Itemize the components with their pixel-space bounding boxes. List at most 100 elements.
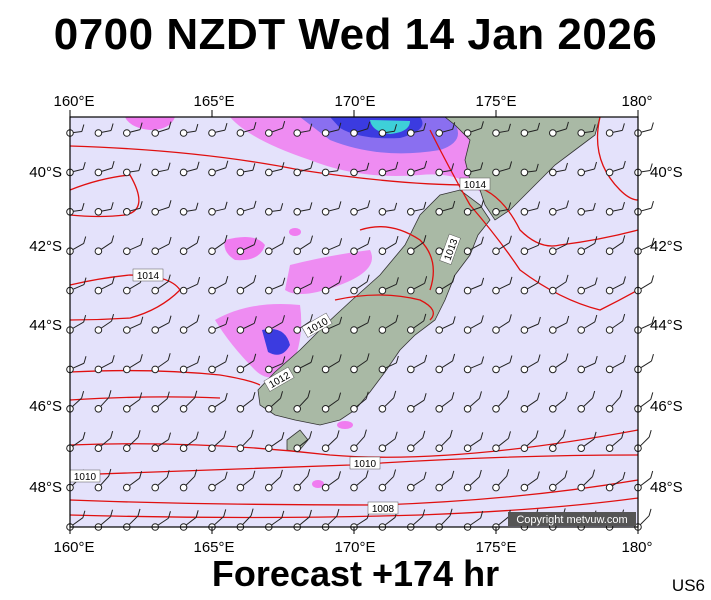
wind-barb-feather xyxy=(594,355,598,364)
wind-station-marker xyxy=(577,483,586,492)
wind-barb-feather xyxy=(452,275,456,283)
isobar-label: 1010 xyxy=(69,469,101,483)
wind-station-marker xyxy=(463,168,472,177)
wind-station-marker xyxy=(435,247,444,255)
wind-station-marker xyxy=(378,483,387,492)
wind-barb-feather xyxy=(282,121,286,129)
wind-station-marker xyxy=(265,405,273,413)
wind-barb-feather xyxy=(253,275,257,283)
wind-station-marker xyxy=(94,483,103,492)
wind-barb-feather xyxy=(594,236,598,244)
wind-barb-feather xyxy=(307,468,311,477)
wind-barb-feather xyxy=(281,162,285,170)
wind-barb-feather xyxy=(508,235,512,243)
wind-station-marker xyxy=(151,326,159,334)
lon-label: 170°E xyxy=(334,93,375,110)
wind-barb-feather xyxy=(562,429,566,437)
wind-station-marker xyxy=(94,208,103,216)
wind-barb-feather xyxy=(82,161,86,170)
wind-barb-feather xyxy=(537,354,541,362)
wind-barb-feather xyxy=(449,429,453,438)
wind-barb-feather xyxy=(282,315,285,323)
frame-ticks xyxy=(69,110,639,534)
wind-barb-feather xyxy=(622,235,626,243)
wind-station-marker xyxy=(407,326,415,334)
wind-station-marker xyxy=(208,247,216,255)
wind-station-marker xyxy=(179,405,188,413)
isobar-label: 1014 xyxy=(459,177,491,191)
wind-barb-feather xyxy=(507,123,511,131)
wind-station-marker xyxy=(549,326,557,334)
wind-station-marker xyxy=(520,129,529,137)
wind-station-marker xyxy=(350,483,358,492)
wind-barb-feather xyxy=(196,314,200,322)
lat-label: 40°S xyxy=(29,164,62,181)
wind-station-marker xyxy=(208,208,216,216)
wind-barb-feather xyxy=(565,121,569,130)
wind-barb-feather xyxy=(594,277,598,285)
wind-barb-feather xyxy=(83,277,87,285)
wind-station-marker xyxy=(293,483,302,492)
wind-station-marker xyxy=(321,405,330,413)
wind-barb-feather xyxy=(593,431,597,440)
wind-barb-feather xyxy=(140,316,144,324)
wind-barb-feather xyxy=(394,202,398,211)
wind-barb-feather xyxy=(594,161,597,170)
wind-barb-feather xyxy=(537,316,541,325)
wind-barb-feather xyxy=(281,510,285,518)
wind-barb-feather xyxy=(225,354,229,362)
wind-barb-feather xyxy=(481,277,485,286)
wind-station-marker xyxy=(407,208,415,216)
wind-barb-feather xyxy=(478,469,482,478)
region-code: US6 xyxy=(671,576,705,595)
wind-station-marker xyxy=(520,405,529,413)
wind-barb-feather xyxy=(619,390,623,398)
wind-station-marker xyxy=(350,444,358,453)
wind-barb-feather xyxy=(111,161,115,169)
wind-barb-feather xyxy=(480,121,484,129)
wind-station-marker xyxy=(350,208,358,216)
lat-label: 44°S xyxy=(29,317,62,334)
wind-barb-feather xyxy=(365,470,369,478)
wind-barb-feather xyxy=(81,390,85,399)
wind-station-marker xyxy=(265,483,273,492)
wind-station-marker xyxy=(350,326,358,334)
wind-station-marker xyxy=(265,286,273,295)
wind-barb-feather xyxy=(195,431,199,439)
wind-barb-feather xyxy=(480,236,484,244)
svg-text:1008: 1008 xyxy=(372,504,395,515)
wind-station-marker xyxy=(151,365,159,374)
wind-station-marker xyxy=(378,365,387,374)
wind-station-marker xyxy=(151,208,159,216)
wind-barb-feather xyxy=(650,200,654,209)
svg-text:Copyright metvuw.com: Copyright metvuw.com xyxy=(516,514,627,526)
wind-station-marker xyxy=(463,444,472,453)
lat-label: 48°S xyxy=(650,479,683,496)
wind-barb-feather xyxy=(478,391,482,399)
wind-station-marker xyxy=(435,444,444,453)
wind-station-marker xyxy=(492,405,500,413)
wind-barb-feather xyxy=(395,236,399,244)
wind-barb-feather xyxy=(338,354,342,362)
wind-station-marker xyxy=(407,365,415,374)
wind-barb-feather xyxy=(225,160,229,168)
lat-label: 46°S xyxy=(650,398,683,415)
wind-barb-feather xyxy=(422,430,426,439)
wind-station-marker xyxy=(463,405,472,413)
wind-station-marker xyxy=(94,247,103,255)
wind-station-marker xyxy=(151,247,159,255)
wind-barb-feather xyxy=(168,432,171,440)
wind-barb-feather xyxy=(480,510,484,519)
wind-barb-feather xyxy=(367,237,371,245)
lon-labels-top: 160°E 165°E 170°E 175°E 180° xyxy=(53,93,652,110)
wind-barb-feather xyxy=(338,275,342,283)
isobar-label: 1014 xyxy=(132,268,164,282)
wind-station-marker xyxy=(407,286,415,295)
wind-barb-feather xyxy=(592,124,596,132)
wind-barb-feather xyxy=(508,314,512,322)
wind-barb-feather xyxy=(649,163,653,171)
wind-barb-feather xyxy=(452,122,456,130)
wind-station-marker xyxy=(350,286,358,295)
wind-station-marker xyxy=(179,444,188,453)
